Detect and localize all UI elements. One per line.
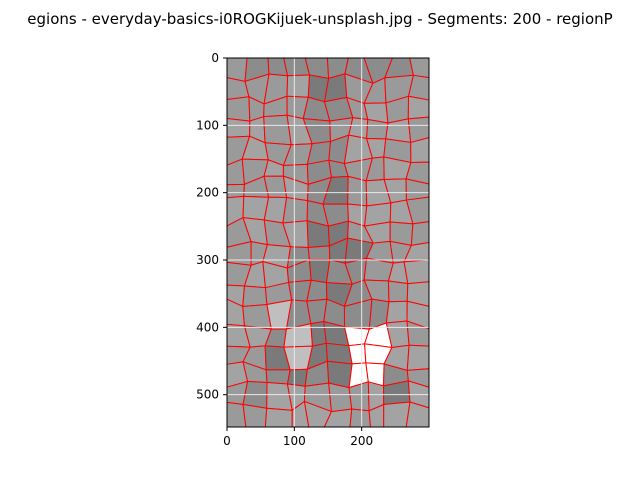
segment-region <box>286 74 311 98</box>
x-axis: 0 100 200 <box>223 427 373 448</box>
y-tick-label: 500 <box>196 388 219 402</box>
segment-region <box>383 401 411 428</box>
x-tick-label: 200 <box>350 434 373 448</box>
segment-region <box>282 196 309 224</box>
segment-region <box>385 118 412 144</box>
y-tick-label: 400 <box>196 320 219 334</box>
segment-region <box>286 368 308 387</box>
segment-region <box>407 95 430 120</box>
segment-region <box>366 118 389 140</box>
segment-region <box>410 136 430 164</box>
segment-region <box>325 342 353 365</box>
segment-region <box>264 407 293 428</box>
segment-region <box>226 96 251 122</box>
y-tick-label: 200 <box>196 186 219 200</box>
y-tick-label: 300 <box>196 253 219 267</box>
segment-region <box>406 344 430 371</box>
segment-region <box>307 245 331 261</box>
y-axis: 0 100 200 300 400 500 <box>196 51 227 402</box>
segment-region <box>410 220 430 246</box>
segment-region <box>263 114 292 146</box>
segment-region <box>265 369 291 385</box>
y-tick-label: 0 <box>211 51 219 65</box>
segment-region <box>387 280 409 303</box>
axes-frame <box>226 57 430 428</box>
x-tick-label: 0 <box>223 434 231 448</box>
segment-region <box>226 183 246 199</box>
segment-region <box>242 403 268 428</box>
segmented-image <box>226 57 430 428</box>
segment-region <box>348 343 367 365</box>
segment-region <box>328 382 353 413</box>
segment-region <box>242 285 268 308</box>
y-tick-label: 100 <box>196 118 219 132</box>
segment-region <box>226 117 251 138</box>
segment-region <box>349 408 372 428</box>
segment-region <box>403 259 430 285</box>
segment-region <box>385 300 408 324</box>
segment-region <box>347 175 368 207</box>
figure-title: egions - everyday-basics-i0ROGKijuek-uns… <box>27 10 613 28</box>
segment-region <box>242 304 272 330</box>
x-tick-label: 100 <box>283 434 306 448</box>
